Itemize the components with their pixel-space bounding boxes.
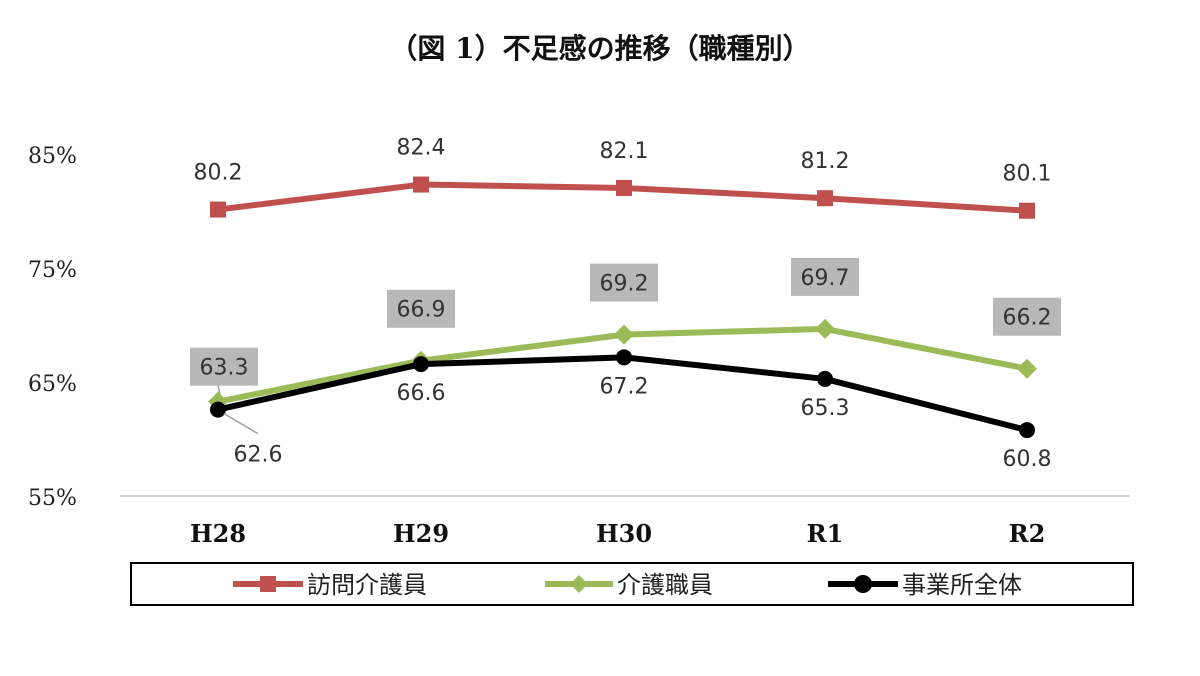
data-point-circle <box>1019 422 1035 439</box>
data-point-square <box>616 179 632 196</box>
legend-circle-marker <box>854 575 872 593</box>
data-label: 80.2 <box>194 161 243 186</box>
legend-label: 事業所全体 <box>902 571 1022 599</box>
data-label: 82.1 <box>600 139 649 164</box>
legend-item-whole-office: 事業所全体 <box>828 571 1022 599</box>
data-point-square <box>1019 202 1035 219</box>
chart-title: （図 1）不足感の推移（職種別） <box>389 32 810 65</box>
legend-label: 訪問介護員 <box>307 571 427 599</box>
data-point-circle <box>817 370 833 387</box>
x-axis: H28 H29 H30 R1 R2 <box>190 519 1045 548</box>
y-tick-label: 75% <box>28 258 77 283</box>
data-label: 65.3 <box>801 396 850 421</box>
x-tick-label: H30 <box>596 519 652 548</box>
data-label: 63.3 <box>200 356 249 381</box>
legend-item-visiting-care: 訪問介護員 <box>233 571 427 599</box>
data-label-leader <box>217 385 221 394</box>
data-point-square <box>210 201 226 218</box>
x-tick-label: R1 <box>807 519 844 548</box>
x-tick-label: R2 <box>1009 519 1046 548</box>
data-label: 66.6 <box>397 381 446 406</box>
data-label-box <box>387 289 455 328</box>
data-point-square <box>413 176 429 193</box>
data-point-circle <box>413 356 429 373</box>
data-label: 81.2 <box>801 149 850 174</box>
plot-area: 80.2 82.4 82.1 81.2 80.1 63.3 66.9 69.2 69.7 66.2… <box>190 136 1061 472</box>
data-label: 69.2 <box>600 272 649 297</box>
data-label-box <box>190 347 258 386</box>
data-label-box <box>590 263 658 302</box>
y-tick-label: 55% <box>28 486 77 511</box>
data-label: 69.7 <box>801 266 850 291</box>
legend: 訪問介護員 介護職員 事業所全体 <box>130 562 1134 606</box>
data-label: 66.9 <box>397 298 446 323</box>
data-point-diamond <box>1017 358 1037 379</box>
series-group: 80.2 82.4 82.1 81.2 80.1 <box>194 136 1052 219</box>
data-label: 67.2 <box>600 374 649 399</box>
y-axis: 85% 75% 65% 55% <box>28 144 77 511</box>
legend-diamond-marker <box>570 575 588 593</box>
legend-item-care-staff: 介護職員 <box>545 571 713 599</box>
data-label: 82.4 <box>397 136 446 161</box>
series-group: 63.3 66.9 69.2 69.7 66.2 <box>190 257 1061 412</box>
data-point-square <box>817 190 833 207</box>
data-label: 66.2 <box>1003 306 1052 331</box>
legend-label: 介護職員 <box>617 571 713 599</box>
data-label-box <box>993 297 1061 336</box>
x-tick-label: H28 <box>190 519 246 548</box>
data-label-box <box>791 257 859 296</box>
data-label: 62.6 <box>234 443 283 468</box>
data-point-diamond <box>614 324 634 345</box>
data-point-circle <box>616 349 632 366</box>
series-group: 62.6 66.6 67.2 65.3 60.8 <box>210 349 1051 472</box>
data-point-diamond <box>815 318 835 339</box>
legend-square-marker <box>260 576 276 592</box>
y-tick-label: 65% <box>28 372 77 397</box>
data-label: 80.1 <box>1003 162 1052 187</box>
y-tick-label: 85% <box>28 144 77 169</box>
data-label: 60.8 <box>1003 447 1052 472</box>
data-label-leader <box>223 412 259 435</box>
x-tick-label: H29 <box>393 519 449 548</box>
data-point-circle <box>210 401 226 418</box>
